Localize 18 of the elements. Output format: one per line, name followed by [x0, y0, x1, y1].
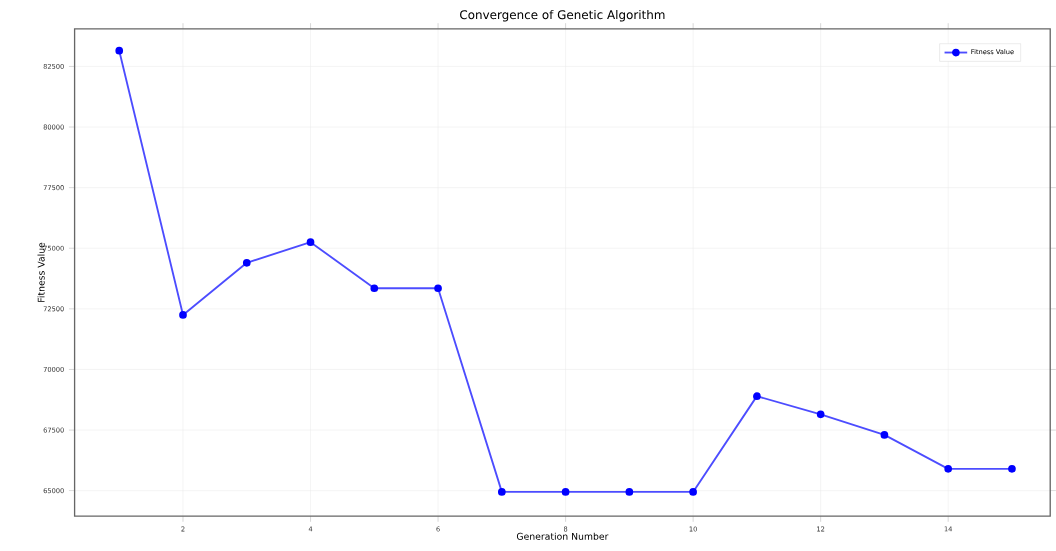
y-axis-title: Fitness Value — [37, 242, 45, 302]
point — [434, 284, 442, 293]
point — [242, 258, 251, 267]
chart-title: Convergence of Genetic Algorithm — [460, 9, 665, 22]
point — [753, 392, 761, 400]
point — [370, 284, 379, 293]
point — [944, 465, 953, 473]
point — [115, 46, 124, 55]
point — [561, 488, 570, 496]
point — [689, 488, 697, 496]
point — [625, 488, 634, 496]
point — [880, 431, 889, 439]
point — [179, 311, 187, 319]
x-axis-title: Generation Number — [516, 532, 609, 540]
point — [497, 488, 506, 496]
point — [306, 238, 315, 247]
point — [816, 410, 825, 419]
point — [1008, 465, 1016, 473]
